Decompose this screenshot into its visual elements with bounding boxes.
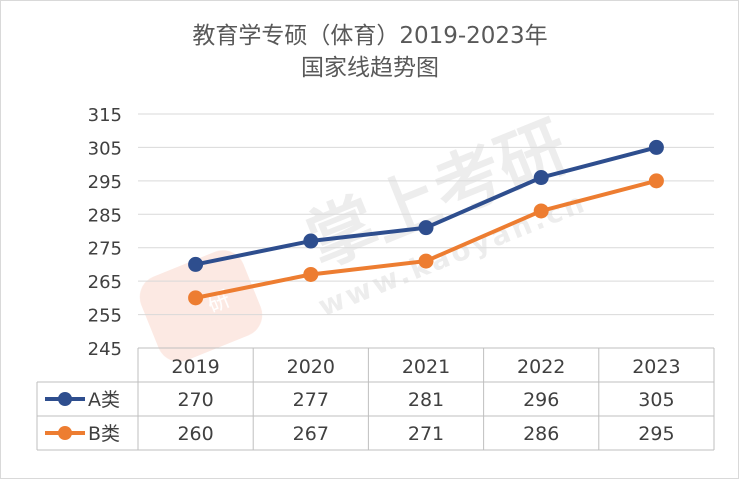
y-tick-label-295: 295 xyxy=(88,172,122,193)
legend-key-marker-1 xyxy=(58,426,72,440)
data-table: 2019 2020 2021 2022 2023 A类 270 277 281 296 305 B类 2… xyxy=(36,347,715,451)
point-1-2 xyxy=(418,253,434,269)
x-tick-label-2021: 2021 xyxy=(402,356,450,378)
data-label-0-0: 270 xyxy=(177,389,213,411)
data-label-0-3: 296 xyxy=(523,389,559,411)
watermark: 研 掌上考研 www.kaoyan.cn xyxy=(139,108,591,362)
y-tick-label-275: 275 xyxy=(88,239,122,260)
y-tick-label-315: 315 xyxy=(88,105,122,126)
y-axis: 315 305 295 285 275 265 255 245 xyxy=(88,105,122,360)
legend-key-marker-0 xyxy=(58,392,72,406)
point-0-1 xyxy=(303,233,319,249)
legend-label-0: A类 xyxy=(88,389,120,411)
x-tick-label-2023: 2023 xyxy=(632,356,680,378)
data-label-0-4: 305 xyxy=(638,389,674,411)
point-0-4 xyxy=(648,139,664,155)
point-0-3 xyxy=(533,170,549,186)
data-label-1-1: 267 xyxy=(293,423,329,445)
chart-subtitle: 国家线趋势图 xyxy=(301,55,439,81)
data-label-0-1: 277 xyxy=(293,389,329,411)
point-1-0 xyxy=(188,290,204,306)
legend-label-1: B类 xyxy=(88,423,120,445)
y-tick-label-255: 255 xyxy=(88,306,122,327)
y-tick-label-265: 265 xyxy=(88,272,122,293)
data-label-1-4: 295 xyxy=(638,423,674,445)
data-label-0-2: 281 xyxy=(408,389,444,411)
x-tick-label-2020: 2020 xyxy=(287,356,335,378)
data-label-1-3: 286 xyxy=(523,423,559,445)
y-tick-label-305: 305 xyxy=(88,138,122,159)
chart-title: 教育学专硕（体育）2019-2023年 xyxy=(192,23,547,49)
point-0-2 xyxy=(418,220,434,236)
x-tick-label-2019: 2019 xyxy=(171,356,219,378)
data-label-1-0: 260 xyxy=(177,423,213,445)
y-tick-label-245: 245 xyxy=(88,339,122,360)
y-tick-label-285: 285 xyxy=(88,205,122,226)
point-1-4 xyxy=(648,173,664,189)
point-1-1 xyxy=(303,266,319,282)
point-1-3 xyxy=(533,203,549,219)
series-lines xyxy=(188,139,664,306)
point-0-0 xyxy=(188,256,204,272)
data-label-1-2: 271 xyxy=(408,423,444,445)
x-tick-label-2022: 2022 xyxy=(517,356,565,378)
